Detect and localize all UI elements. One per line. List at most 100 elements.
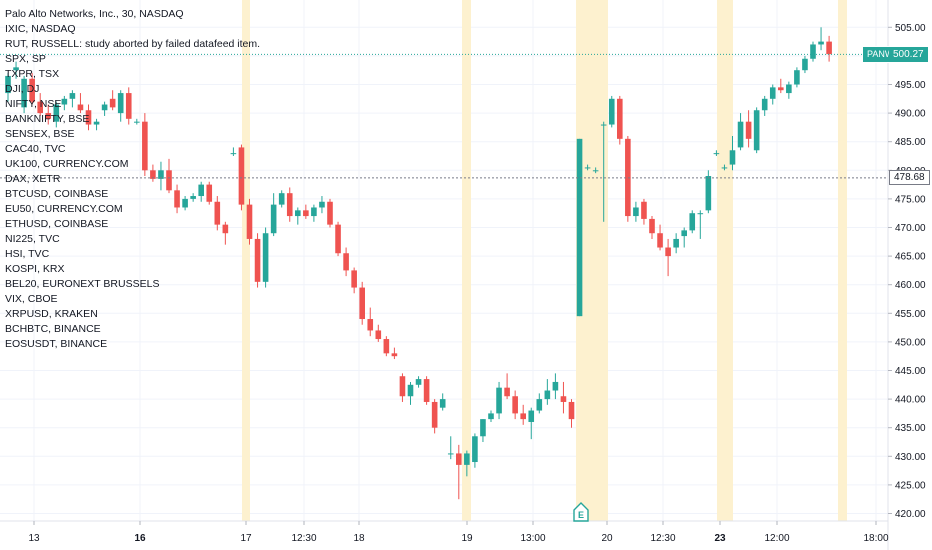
overlay-item[interactable]: EU50, CURRENCY.COM (5, 203, 123, 215)
price-tick-label: 435.00 (895, 423, 926, 434)
candle (206, 181, 213, 205)
overlay-item[interactable]: SPX, SP (5, 53, 46, 65)
candle-body (552, 381, 559, 391)
price-tick-label: 440.00 (895, 395, 926, 406)
main-series-title[interactable]: Palo Alto Networks, Inc., 30, NASDAQ (5, 8, 184, 20)
candle-body (262, 233, 269, 282)
candle-body (190, 196, 196, 199)
session-band (838, 0, 847, 521)
candle-body (737, 121, 744, 148)
time-tick-label: 16 (134, 533, 146, 544)
earnings-label: E (578, 510, 584, 520)
overlay-item[interactable]: BANKNIFTY, BSE (5, 113, 90, 125)
candle (488, 410, 494, 422)
price-axis[interactable]: 420.00 425.00 430.00 435.00 440.00 445.00 450.… (887, 0, 926, 550)
candle-body (254, 238, 261, 282)
candle-body (238, 147, 245, 205)
candle-body (295, 210, 301, 217)
candle (383, 336, 390, 357)
overlay-item[interactable]: BEL20, EURONEXT BRUSSELS (5, 278, 160, 290)
candle (125, 87, 132, 125)
candle-body (456, 453, 462, 465)
candle (713, 150, 720, 156)
overlay-item[interactable]: VIX, CBOE (5, 293, 58, 305)
candle-body (520, 413, 526, 420)
candle-body (222, 224, 229, 234)
candle (729, 135, 736, 171)
candle (174, 184, 180, 214)
candle (61, 95, 68, 111)
candle (5, 73, 11, 102)
candle (681, 227, 687, 248)
candle (134, 118, 140, 125)
candle-body (689, 213, 696, 231)
candle (697, 210, 704, 239)
candle (45, 104, 52, 125)
candle-body (37, 101, 43, 114)
candle-body (359, 287, 365, 320)
candle (544, 379, 551, 405)
candle (552, 373, 559, 400)
candle (254, 233, 261, 288)
overlay-item[interactable]: TXPR, TSX (5, 68, 60, 80)
overlay-item[interactable]: CAC40, TVC (5, 143, 66, 155)
candle (705, 170, 712, 214)
candle-body (415, 379, 422, 385)
overlay-item[interactable]: UK100, CURRENCY.COM (5, 158, 129, 170)
candle (576, 138, 583, 317)
candle-body (150, 170, 156, 179)
overlay-item[interactable]: NIFTY, NSE (5, 98, 62, 110)
candle (721, 164, 728, 171)
candle (608, 95, 615, 128)
candle (753, 107, 760, 154)
candle-body (753, 110, 760, 151)
candle-body (93, 121, 100, 125)
time-tick-label: 13:00 (520, 533, 545, 544)
candle-body (528, 410, 535, 422)
candle (367, 307, 374, 337)
overlay-item[interactable]: KOSPI, KRX (5, 263, 65, 275)
candle (399, 373, 406, 402)
price-tick-label: 430.00 (895, 452, 926, 463)
candle-body (383, 339, 390, 354)
overlay-item[interactable]: SENSEX, BSE (5, 128, 75, 140)
overlay-item[interactable]: DJI, DJ (5, 83, 40, 95)
overlay-item[interactable]: BTCUSD, COINBASE (5, 188, 109, 200)
candle (769, 84, 776, 105)
price-tick-label: 455.00 (895, 309, 926, 320)
candle-body (488, 413, 494, 420)
candle-body (69, 93, 76, 99)
candle (657, 224, 663, 251)
candle-body (351, 270, 357, 288)
overlay-item[interactable]: EOSUSDT, BINANCE (5, 338, 108, 350)
candle (737, 113, 744, 151)
price-tick-label: 470.00 (895, 223, 926, 234)
overlay-item[interactable]: XRPUSD, KRAKEN (5, 308, 98, 320)
candle-body (399, 376, 406, 397)
candle-body (625, 138, 631, 217)
candle-body (802, 58, 808, 71)
candle-body (480, 419, 486, 437)
candle-body (246, 204, 253, 239)
candle-body (158, 170, 164, 179)
candle-body (447, 453, 454, 455)
overlay-item[interactable]: RUT, RUSSELL: study aborted by failed da… (5, 38, 261, 50)
candle-body (391, 353, 398, 357)
candle (214, 196, 221, 231)
overlay-item[interactable]: ETHUSD, COINBASE (5, 218, 109, 230)
candle-body (335, 224, 341, 254)
overlay-item[interactable]: DAX, XETR (5, 173, 61, 185)
time-axis[interactable]: 13 16 17 12:30 18 19 13:00 20 12:30 23 12:00 18:00 (0, 520, 889, 544)
candle (93, 118, 100, 131)
candle-body (697, 213, 704, 215)
candle (375, 324, 382, 342)
overlay-item[interactable]: IXIC, NASDAQ (5, 23, 76, 35)
overlay-item[interactable]: HSI, TVC (5, 248, 50, 260)
crosshair-price-tag: 478.68 (889, 170, 930, 186)
candle-body (665, 247, 671, 257)
earnings-marker[interactable]: E (573, 502, 589, 522)
candle-body (568, 401, 575, 420)
overlay-item[interactable]: BCHBTC, BINANCE (5, 323, 101, 335)
overlay-item[interactable]: NI225, TVC (5, 233, 60, 245)
